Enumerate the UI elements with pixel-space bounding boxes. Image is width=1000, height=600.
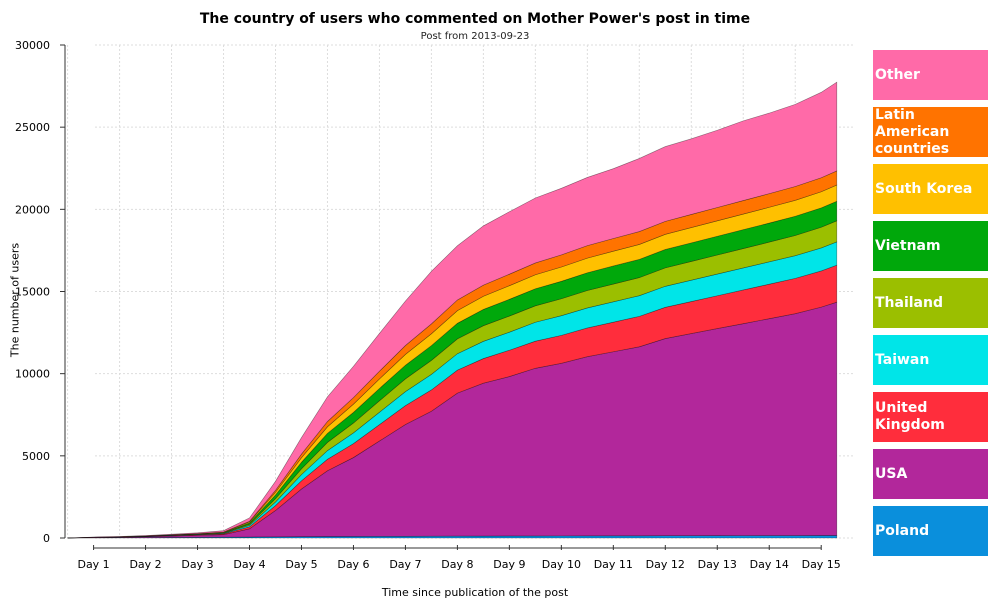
x-tick-label: Day 2 [129, 558, 161, 571]
legend-label: Other [875, 66, 920, 83]
x-tick-label: Day 15 [802, 558, 841, 571]
x-tick-label: Day 5 [285, 558, 317, 571]
legend-label: United Kingdom [875, 400, 945, 433]
legend-label: South Korea [875, 180, 973, 197]
legend-item-thailand: Thailand [873, 278, 988, 328]
legend-label: Thailand [875, 294, 943, 311]
x-tick-label: Day 8 [441, 558, 473, 571]
y-tick-label: 30000 [15, 39, 50, 52]
y-tick-label: 15000 [15, 286, 50, 299]
legend-item-united-kingdom: United Kingdom [873, 392, 988, 442]
y-tick-label: 5000 [22, 450, 50, 463]
area-usa [67, 301, 838, 539]
legend-item-vietnam: Vietnam [873, 221, 988, 271]
x-tick-label: Day 14 [750, 558, 789, 571]
stacked-areas [67, 81, 838, 539]
legend-label: USA [875, 465, 908, 482]
area-poland [67, 535, 838, 539]
legend-label: Latin American countries [875, 106, 950, 157]
x-axis-label: Time since publication of the post [381, 586, 569, 599]
legend-item-taiwan: Taiwan [873, 335, 988, 385]
x-tick-label: Day 7 [389, 558, 421, 571]
y-tick-label: 25000 [15, 121, 50, 134]
chart-title: The country of users who commented on Mo… [199, 11, 751, 27]
x-tick-label: Day 6 [337, 558, 369, 571]
legend-label: Taiwan [875, 351, 930, 368]
x-tick-label: Day 10 [542, 558, 581, 571]
y-tick-label: 20000 [15, 203, 50, 216]
x-tick-label: Day 1 [77, 558, 109, 571]
area-latin-american-countries [67, 170, 838, 539]
legend-item-other: Other [873, 50, 988, 100]
legend-item-south-korea: South Korea [873, 164, 988, 214]
x-tick-label: Day 4 [233, 558, 265, 571]
x-tick-label: Day 11 [594, 558, 633, 571]
axes: 0 5000 10000 15000 20000 25000 30000 Day 1 Day 2… [15, 39, 841, 571]
x-tick-label: Day 9 [493, 558, 525, 571]
legend-label: Poland [875, 522, 930, 539]
chart-subtitle: Post from 2013-09-23 [420, 31, 530, 42]
x-tick-label: Day 13 [698, 558, 737, 571]
x-tick-label: Day 12 [646, 558, 685, 571]
legend-item-latin-american-countries: Latin American countries [873, 107, 988, 157]
y-tick-label: 0 [43, 532, 50, 545]
area-other [67, 81, 838, 539]
area-taiwan [67, 241, 838, 539]
area-vietnam [67, 200, 838, 539]
x-tick-label: Day 3 [181, 558, 213, 571]
legend-item-poland: Poland [873, 506, 988, 556]
legend-item-usa: USA [873, 449, 988, 499]
legend-label: Vietnam [875, 237, 941, 254]
y-tick-label: 10000 [15, 368, 50, 381]
